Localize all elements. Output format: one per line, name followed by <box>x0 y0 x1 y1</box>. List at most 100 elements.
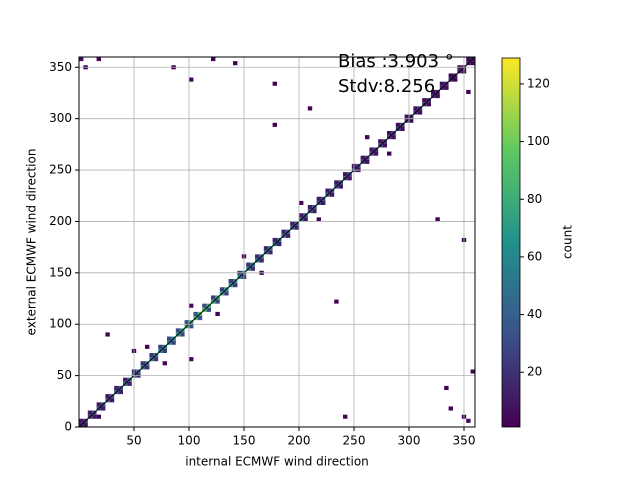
x-tick-label: 100 <box>178 434 201 448</box>
hist-cell <box>426 102 431 107</box>
hist-cell <box>334 180 339 185</box>
colorbar <box>501 57 521 428</box>
hist-cell <box>118 390 123 395</box>
x-tick-label: 200 <box>288 434 311 448</box>
hist-cell <box>211 295 216 300</box>
hist-cell <box>202 303 207 308</box>
hist-cell <box>79 57 84 62</box>
hist-cell <box>466 89 471 94</box>
hist-cell <box>211 57 216 62</box>
hist-cell <box>272 81 277 86</box>
hist-cell <box>365 135 370 140</box>
hist-cell <box>114 385 119 390</box>
hist-cell <box>109 398 115 403</box>
hist-cell <box>316 217 321 222</box>
hist-cell <box>444 385 449 390</box>
hist-cell <box>193 311 198 316</box>
colorbar-tick-label: 60 <box>527 249 542 263</box>
hist-cell <box>404 114 409 119</box>
hist-cell <box>162 348 167 353</box>
hist-cell <box>233 283 238 288</box>
hist-cell <box>417 110 423 115</box>
y-tick-label: 200 <box>49 214 72 228</box>
hist-cell <box>395 122 401 127</box>
hist-cell <box>299 200 304 205</box>
hist-cell <box>316 196 321 201</box>
x-tick-label: 50 <box>126 434 141 448</box>
hist-cell <box>290 221 295 226</box>
hist-cell <box>413 106 418 111</box>
hist-cell <box>140 361 145 366</box>
hist-cell <box>145 365 150 370</box>
x-tick-label: 150 <box>233 434 256 448</box>
cells <box>78 56 476 428</box>
x-axis-label: internal ECMWF wind direction <box>185 455 369 469</box>
colorbar-tick-label: 120 <box>527 76 550 90</box>
colorbar-tick-label: 40 <box>527 307 542 321</box>
annotation: Bias :3.903 ° <box>338 51 454 72</box>
grid <box>79 57 475 428</box>
hist-cell <box>277 242 282 247</box>
hist-cell <box>145 344 150 349</box>
x-tick-label: 350 <box>453 434 476 448</box>
y-tick-label: 100 <box>49 317 72 331</box>
hist-cell <box>343 414 348 419</box>
y-tick-label: 250 <box>49 163 72 177</box>
hist-cell <box>325 188 330 193</box>
hist-cell <box>347 176 352 181</box>
hist-cell <box>162 361 167 366</box>
hist-cell <box>334 299 339 304</box>
hist-cell <box>378 139 383 144</box>
hist-cell <box>92 414 97 419</box>
hist-cell <box>87 410 93 415</box>
hist-cell <box>167 336 172 341</box>
hist-cell <box>303 217 308 222</box>
hist-cell <box>312 209 317 214</box>
colorbar-label: count <box>561 225 575 259</box>
hist-cell <box>259 258 264 263</box>
hist-cell <box>360 155 365 160</box>
hist-cell <box>391 135 396 140</box>
y-tick-label: 50 <box>57 368 72 382</box>
hist-cell <box>105 394 110 399</box>
hist-cell <box>435 94 440 99</box>
hist-cell <box>189 324 194 329</box>
hist-cell <box>184 320 189 325</box>
hist-cell <box>448 406 453 411</box>
hist-cell <box>329 192 335 197</box>
hist-cell <box>105 332 110 337</box>
hist-cell <box>149 353 154 358</box>
hist-cell <box>197 316 203 321</box>
hist-cell <box>79 418 84 423</box>
hist-cell <box>307 106 313 111</box>
hist-cell <box>171 340 176 345</box>
hist-cell <box>153 357 159 362</box>
y-tick-label: 0 <box>64 420 72 434</box>
hist-cell <box>96 414 101 419</box>
y-tick-label: 350 <box>49 60 72 74</box>
hist-cell <box>255 254 260 259</box>
hist-cell <box>158 344 163 349</box>
hist-cell <box>435 217 440 222</box>
y-tick-label: 300 <box>49 111 72 125</box>
hist-cell <box>272 237 277 242</box>
hist-cell <box>96 57 101 62</box>
hist-cell <box>466 418 471 423</box>
x-tick-label: 300 <box>398 434 421 448</box>
hist-cell <box>285 233 291 238</box>
identity-line <box>78 56 476 428</box>
hist-cell <box>206 307 211 312</box>
hist-cell <box>281 229 286 234</box>
hist-cell <box>422 98 427 103</box>
hist-cell <box>224 291 229 296</box>
hist-cell <box>96 402 101 407</box>
hist-cell <box>268 250 273 255</box>
colorbar-tick-label: 20 <box>527 365 542 379</box>
hist-cell <box>369 147 374 152</box>
hist-cell <box>189 357 194 362</box>
hist-cell <box>470 61 475 66</box>
hist-cell <box>321 200 326 205</box>
hist-cell <box>470 369 475 374</box>
hist-cell <box>431 89 436 94</box>
y-tick-label: 150 <box>49 265 72 279</box>
